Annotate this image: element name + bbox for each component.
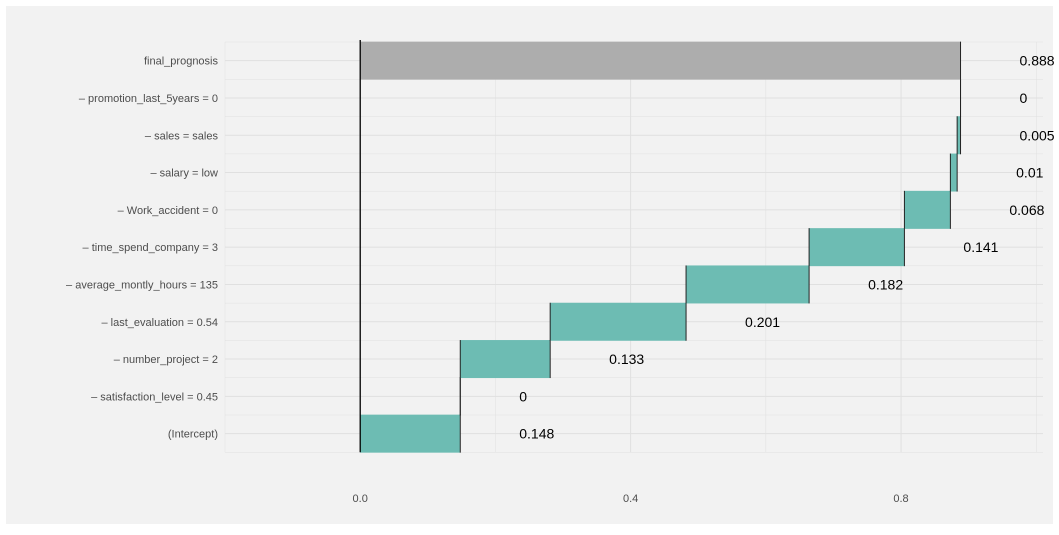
contribution-bar: [904, 191, 950, 229]
value-label: 0.133: [609, 351, 644, 367]
category-label: – number_project = 2: [114, 354, 218, 366]
value-label: 0.201: [745, 314, 780, 330]
contribution-bar: [957, 116, 960, 154]
value-label: 0.182: [868, 276, 903, 292]
value-label: 0.005: [1020, 127, 1055, 143]
value-label: 0.068: [1009, 202, 1044, 218]
value-label: 0.141: [963, 239, 998, 255]
x-tick-label: 0.0: [353, 493, 368, 505]
category-label: final_prognosis: [144, 56, 218, 68]
value-label: 0.888: [1020, 53, 1055, 69]
contribution-bar: [460, 340, 550, 378]
x-tick-label: 0.4: [623, 493, 638, 505]
category-label: – last_evaluation = 0.54: [101, 317, 218, 329]
contribution-bar: [686, 265, 809, 303]
value-label: 0: [519, 388, 527, 404]
contribution-bar: [809, 228, 904, 266]
category-label: – promotion_last_5years = 0: [79, 93, 218, 105]
category-label: – time_spend_company = 3: [83, 242, 218, 254]
value-label: 0.01: [1016, 165, 1043, 181]
x-tick-label: 0.8: [893, 493, 908, 505]
value-label: 0.148: [519, 426, 554, 442]
value-label: 0: [1020, 90, 1028, 106]
category-label: – sales = sales: [145, 130, 219, 142]
category-label: – salary = low: [150, 168, 218, 180]
category-label: (Intercept): [168, 429, 218, 441]
contribution-bar: [550, 303, 686, 341]
category-label: – satisfaction_level = 0.45: [91, 391, 218, 403]
contribution-bar: [360, 415, 460, 453]
category-label: – average_montly_hours = 135: [66, 279, 218, 291]
contribution-bar: [950, 154, 957, 192]
category-label: – Work_accident = 0: [118, 205, 218, 217]
prediction-bar: [360, 42, 960, 80]
